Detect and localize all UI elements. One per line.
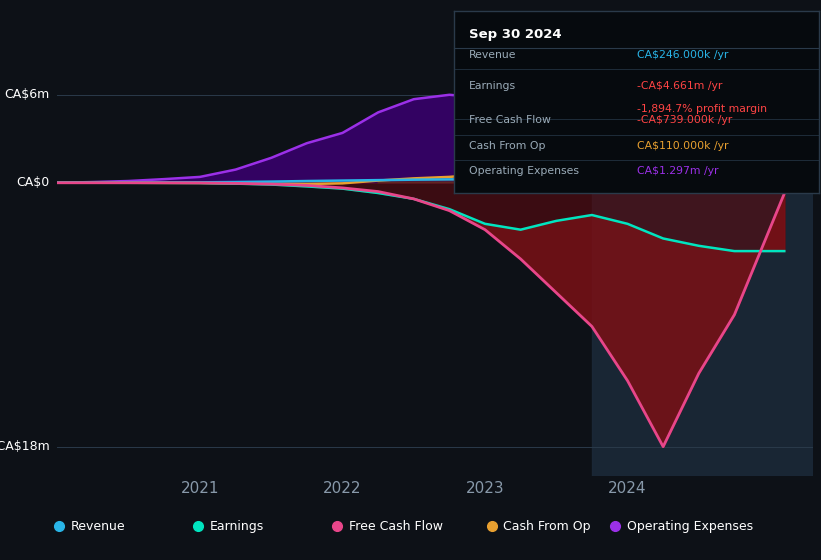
- Text: CA$0: CA$0: [16, 176, 50, 189]
- Text: Operating Expenses: Operating Expenses: [626, 520, 753, 533]
- Text: -CA$18m: -CA$18m: [0, 440, 50, 453]
- Text: Revenue: Revenue: [469, 50, 516, 60]
- Text: -1,894.7% profit margin: -1,894.7% profit margin: [637, 105, 767, 114]
- Text: Free Cash Flow: Free Cash Flow: [349, 520, 443, 533]
- Text: CA$110.000k /yr: CA$110.000k /yr: [637, 141, 728, 151]
- Text: Free Cash Flow: Free Cash Flow: [469, 115, 551, 125]
- Text: Operating Expenses: Operating Expenses: [469, 166, 579, 176]
- Text: CA$1.297m /yr: CA$1.297m /yr: [637, 166, 718, 176]
- Text: Earnings: Earnings: [210, 520, 264, 533]
- Text: CA$246.000k /yr: CA$246.000k /yr: [637, 50, 728, 60]
- Text: CA$6m: CA$6m: [5, 88, 50, 101]
- Text: -CA$739.000k /yr: -CA$739.000k /yr: [637, 115, 732, 125]
- Text: Cash From Op: Cash From Op: [503, 520, 590, 533]
- Text: Earnings: Earnings: [469, 81, 516, 91]
- Text: Sep 30 2024: Sep 30 2024: [469, 27, 562, 40]
- Text: Revenue: Revenue: [71, 520, 126, 533]
- Bar: [592, 73, 813, 476]
- Text: -CA$4.661m /yr: -CA$4.661m /yr: [637, 81, 722, 91]
- Text: Cash From Op: Cash From Op: [469, 141, 545, 151]
